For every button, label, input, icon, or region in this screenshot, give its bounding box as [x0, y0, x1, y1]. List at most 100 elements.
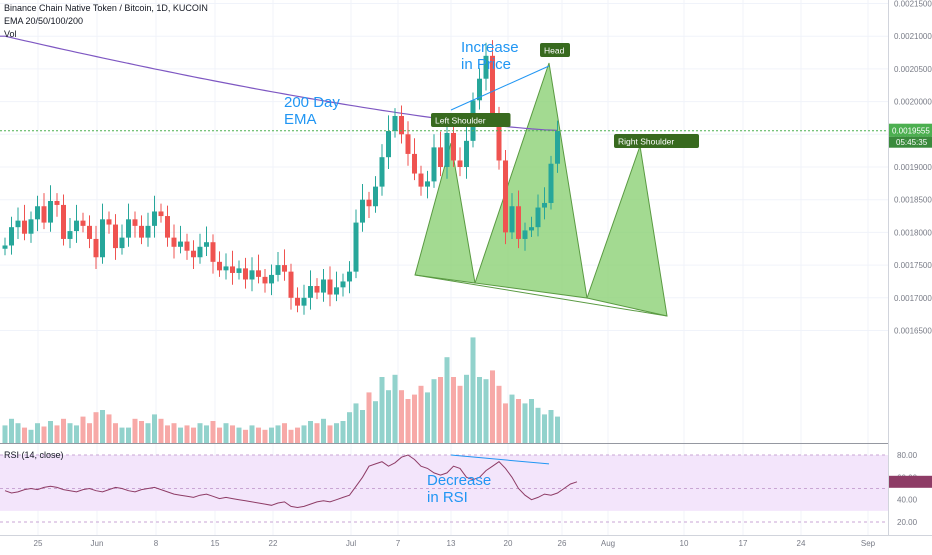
candle-body — [282, 265, 287, 272]
candle-body — [347, 271, 352, 282]
candle-body — [119, 237, 125, 249]
left-shoulder-label: Left Shoulder — [435, 116, 486, 126]
candle-body — [106, 219, 112, 225]
rsi-indicator-label[interactable]: RSI (14, close) — [4, 450, 64, 460]
volume-bar — [425, 392, 430, 443]
volume-bar — [119, 427, 125, 443]
volume-bar — [548, 410, 554, 443]
volume-bar — [340, 421, 346, 443]
volume-bar — [145, 423, 151, 443]
volume-bar — [347, 412, 352, 443]
volume-bar — [522, 403, 528, 443]
candle-body — [483, 55, 489, 79]
candle-body — [74, 220, 79, 232]
volume-bar — [360, 410, 365, 443]
price-axis-label: 0.0021000 — [894, 32, 932, 41]
candle-body — [93, 238, 99, 258]
candle-body — [126, 219, 131, 238]
volume-bar — [152, 414, 157, 443]
volume-bar — [230, 425, 235, 443]
volume-bar — [28, 429, 34, 443]
volume-bar — [542, 414, 547, 443]
candle-body — [269, 274, 274, 284]
volume-bar — [529, 399, 534, 443]
candle-body — [256, 270, 261, 277]
candle-body — [15, 220, 21, 228]
volume-bar — [197, 423, 203, 443]
ema-indicator-label[interactable]: EMA 20/50/100/200 — [4, 16, 84, 26]
price-axis-label: 0.0020500 — [894, 65, 932, 74]
candle-body — [210, 242, 216, 262]
candle-body — [100, 219, 105, 258]
candle-body — [503, 160, 508, 233]
volume-bar — [392, 374, 398, 443]
volume-bar — [470, 337, 476, 443]
time-axis-label: 22 — [269, 539, 278, 548]
candle-body — [152, 211, 157, 226]
volume-bar — [54, 425, 60, 443]
price-axis-label: 0.0017000 — [894, 294, 932, 303]
time-axis-label: Sep — [861, 539, 876, 548]
volume-bar — [314, 423, 320, 443]
price-axis-label: 0.0018500 — [894, 196, 932, 205]
candle-body — [451, 132, 456, 161]
volume-indicator-label[interactable]: Vol — [4, 29, 17, 39]
candle-body — [158, 211, 164, 217]
rsi-band — [0, 455, 888, 511]
candle-body — [275, 265, 281, 275]
price-axis-label: 0.0016500 — [894, 327, 932, 336]
volume-bar — [535, 407, 541, 443]
volume-bar — [106, 414, 112, 443]
candle-body — [41, 206, 47, 223]
volume-bar — [334, 423, 339, 443]
volume-bar — [327, 425, 333, 443]
volume-bar — [438, 377, 443, 443]
candle-body — [379, 157, 385, 187]
candle-body — [542, 202, 547, 208]
volume-bar — [321, 418, 326, 443]
candle-body — [249, 270, 255, 280]
volume-bar — [288, 429, 294, 443]
time-axis-label: 10 — [680, 539, 689, 548]
volume-bar — [61, 418, 66, 443]
volume-bar — [269, 427, 274, 443]
candle-body — [262, 276, 268, 284]
candle-body — [2, 245, 8, 249]
price-axis-label: 0.0019000 — [894, 163, 932, 172]
candle-body — [535, 207, 541, 228]
symbol-title: Binance Chain Native Token / Bitcoin, 1D… — [4, 3, 208, 13]
candle-body — [477, 78, 482, 101]
volume-bar — [516, 399, 521, 443]
candle-body — [113, 224, 118, 249]
volume-bar — [236, 427, 242, 443]
volume-bar — [243, 429, 248, 443]
candle-body — [301, 297, 307, 306]
volume-bar — [477, 377, 482, 443]
pattern-triangle — [586, 145, 668, 317]
candle-body — [243, 268, 248, 280]
price-axis-label: 0.0021500 — [894, 0, 932, 9]
ema-note-line2: EMA — [284, 111, 317, 128]
volume-bar — [496, 385, 502, 443]
volume-bar — [9, 418, 14, 443]
candle-body — [522, 230, 528, 239]
candle-body — [204, 242, 209, 247]
volume-bar — [74, 425, 79, 443]
volume-bar — [223, 423, 229, 443]
volume-bar — [503, 403, 508, 443]
volume-bar — [171, 423, 177, 443]
head-label: Head — [544, 46, 565, 56]
time-axis-label: 8 — [154, 539, 159, 548]
volume-bar — [93, 412, 99, 443]
volume-bar — [431, 379, 437, 443]
candle-body — [165, 216, 170, 238]
right-shoulder-label-box — [614, 134, 699, 148]
time-axis-label: 20 — [504, 539, 513, 548]
candle-body — [314, 286, 320, 293]
time-axis-label: Jun — [91, 539, 104, 548]
pattern-triangle — [414, 142, 476, 284]
candle-body — [438, 147, 443, 167]
volume-bar — [509, 394, 515, 443]
